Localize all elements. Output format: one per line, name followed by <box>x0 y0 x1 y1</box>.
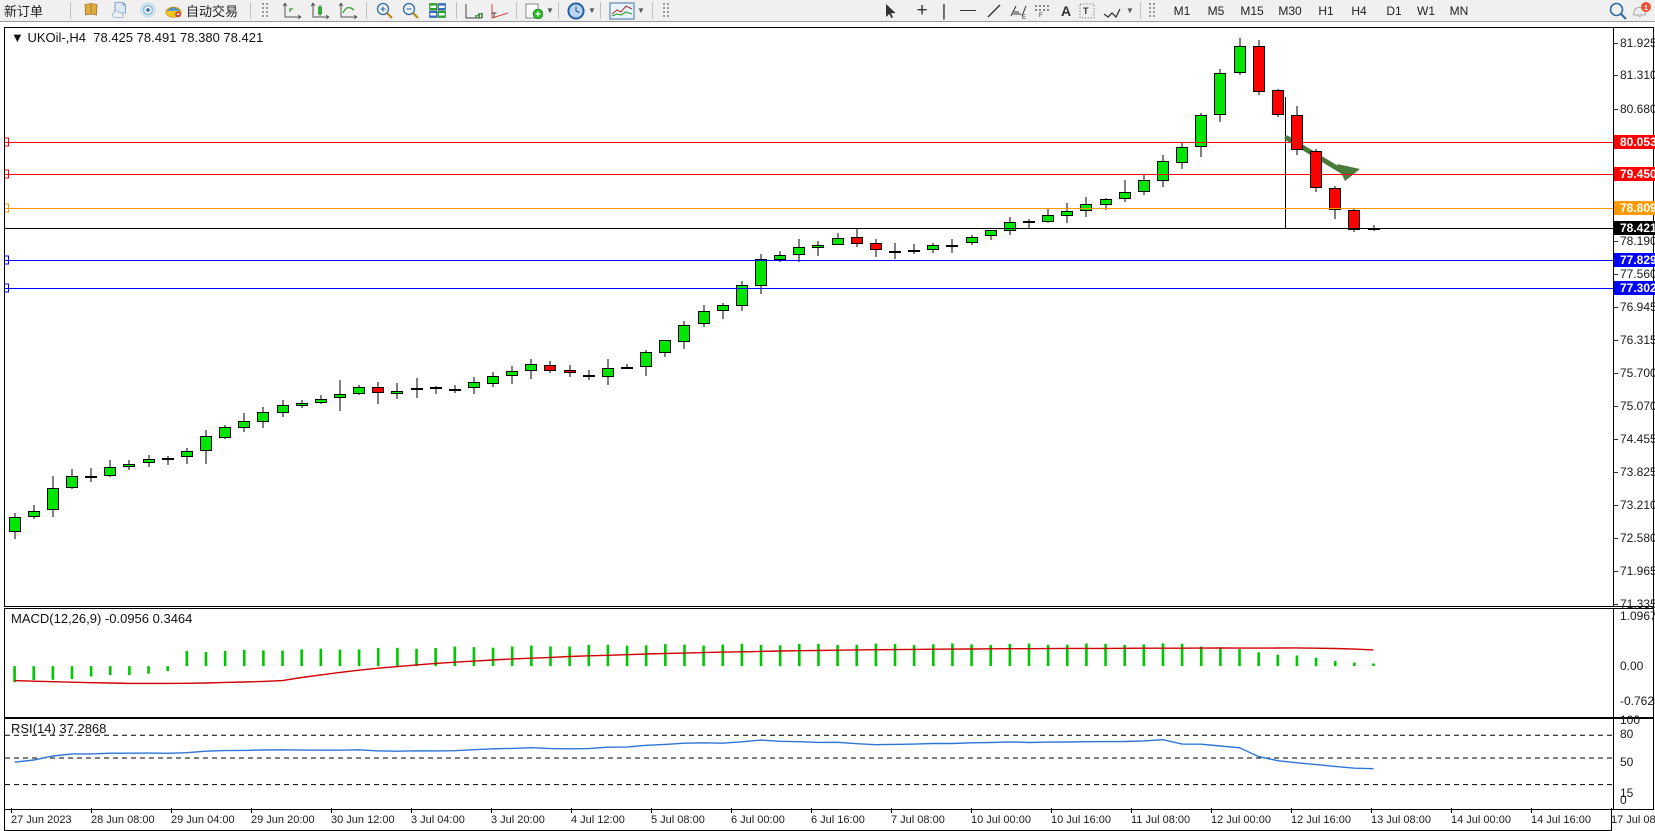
svg-text:T: T <box>1083 6 1089 16</box>
svg-text:F: F <box>1039 13 1043 17</box>
svg-text:1: 1 <box>1644 5 1648 12</box>
svg-text:E: E <box>1022 15 1026 19</box>
